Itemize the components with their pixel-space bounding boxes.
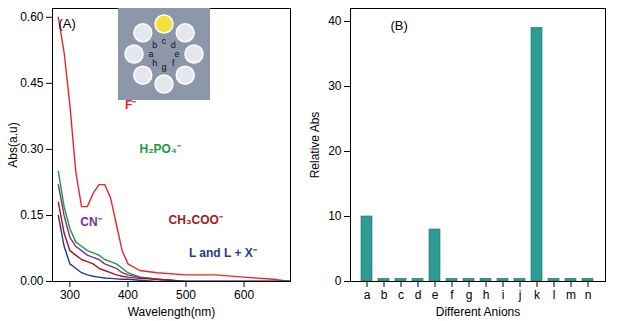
svg-text:e: e <box>432 288 439 302</box>
svg-text:Abs(a.u): Abs(a.u) <box>6 122 20 167</box>
svg-text:h: h <box>152 58 157 68</box>
svg-text:H₂PO₄⁻: H₂PO₄⁻ <box>140 142 181 156</box>
svg-text:40: 40 <box>328 14 342 28</box>
svg-text:0: 0 <box>335 274 342 288</box>
svg-text:j: j <box>518 288 522 302</box>
svg-text:0.45: 0.45 <box>20 76 44 90</box>
svg-text:20: 20 <box>328 144 342 158</box>
svg-text:30: 30 <box>328 79 342 93</box>
svg-text:F⁻: F⁻ <box>125 98 136 112</box>
svg-text:n: n <box>585 288 592 302</box>
svg-text:Relative Abs: Relative Abs <box>308 112 322 179</box>
svg-text:d: d <box>415 288 422 302</box>
svg-text:Different Anions: Different Anions <box>436 305 521 319</box>
svg-text:a: a <box>148 49 154 59</box>
svg-text:m: m <box>566 288 576 302</box>
svg-text:g: g <box>161 62 166 72</box>
svg-text:10: 10 <box>328 209 342 223</box>
svg-text:CH₃COO⁻: CH₃COO⁻ <box>169 213 223 227</box>
svg-text:400: 400 <box>118 288 138 302</box>
svg-text:CN⁻: CN⁻ <box>80 215 101 229</box>
svg-text:500: 500 <box>176 288 196 302</box>
svg-text:0.15: 0.15 <box>20 208 44 222</box>
svg-text:i: i <box>502 288 505 302</box>
svg-text:c: c <box>398 288 404 302</box>
svg-text:h: h <box>483 288 490 302</box>
svg-text:a: a <box>364 288 371 302</box>
svg-text:f: f <box>450 288 454 302</box>
svg-text:(A): (A) <box>59 16 76 31</box>
svg-text:0.60: 0.60 <box>20 10 44 24</box>
svg-text:0.30: 0.30 <box>20 142 44 156</box>
svg-text:b: b <box>381 288 388 302</box>
svg-text:f: f <box>172 58 175 68</box>
svg-text:c: c <box>162 36 167 46</box>
svg-text:Wavelength(nm): Wavelength(nm) <box>128 305 216 319</box>
svg-text:b: b <box>152 40 157 50</box>
svg-text:(B): (B) <box>391 18 408 33</box>
svg-text:300: 300 <box>60 288 80 302</box>
svg-text:e: e <box>174 49 179 59</box>
svg-text:k: k <box>534 288 541 302</box>
svg-text:g: g <box>466 288 473 302</box>
svg-text:L and L + X⁻: L and L + X⁻ <box>189 246 257 260</box>
svg-text:d: d <box>170 39 176 50</box>
svg-text:600: 600 <box>234 288 254 302</box>
svg-text:l: l <box>553 288 556 302</box>
svg-text:0.00: 0.00 <box>20 274 44 288</box>
